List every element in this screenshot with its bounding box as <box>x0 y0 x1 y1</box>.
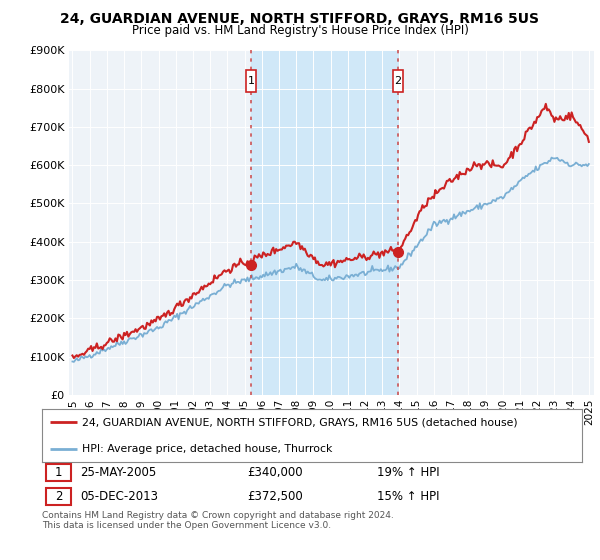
Text: 24, GUARDIAN AVENUE, NORTH STIFFORD, GRAYS, RM16 5US (detached house): 24, GUARDIAN AVENUE, NORTH STIFFORD, GRA… <box>83 417 518 427</box>
FancyBboxPatch shape <box>246 71 256 92</box>
Text: HPI: Average price, detached house, Thurrock: HPI: Average price, detached house, Thur… <box>83 444 333 454</box>
FancyBboxPatch shape <box>46 488 71 506</box>
Text: 24, GUARDIAN AVENUE, NORTH STIFFORD, GRAYS, RM16 5US: 24, GUARDIAN AVENUE, NORTH STIFFORD, GRA… <box>61 12 539 26</box>
Text: Price paid vs. HM Land Registry's House Price Index (HPI): Price paid vs. HM Land Registry's House … <box>131 24 469 36</box>
Text: 25-MAY-2005: 25-MAY-2005 <box>80 466 156 479</box>
Text: £372,500: £372,500 <box>247 490 303 503</box>
Text: Contains HM Land Registry data © Crown copyright and database right 2024.
This d: Contains HM Land Registry data © Crown c… <box>42 511 394 530</box>
Text: 1: 1 <box>248 76 255 86</box>
FancyBboxPatch shape <box>46 464 71 481</box>
Text: 1: 1 <box>55 466 62 479</box>
FancyBboxPatch shape <box>393 71 403 92</box>
Text: 15% ↑ HPI: 15% ↑ HPI <box>377 490 439 503</box>
Text: 05-DEC-2013: 05-DEC-2013 <box>80 490 158 503</box>
Text: 2: 2 <box>395 76 401 86</box>
Text: 2: 2 <box>55 490 62 503</box>
Text: 19% ↑ HPI: 19% ↑ HPI <box>377 466 439 479</box>
Text: £340,000: £340,000 <box>247 466 303 479</box>
Bar <box>251 50 398 395</box>
